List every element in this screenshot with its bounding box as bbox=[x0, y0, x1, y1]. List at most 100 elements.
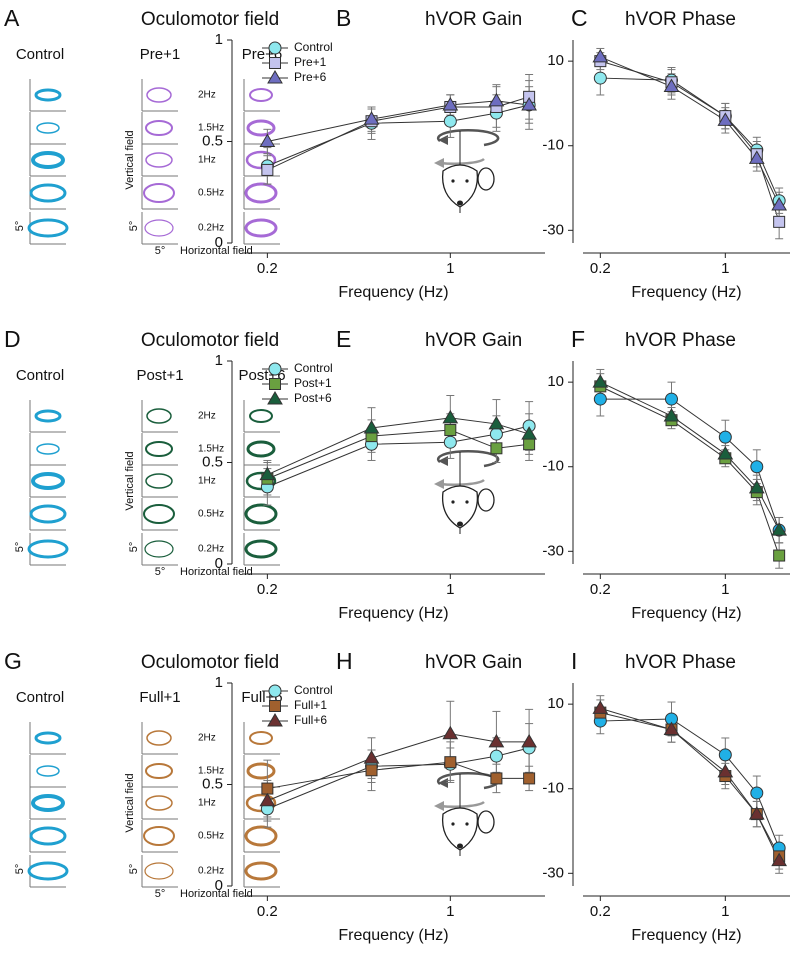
marker bbox=[593, 71, 607, 85]
scale-label: 5° bbox=[14, 864, 26, 875]
eye-trace bbox=[145, 152, 173, 168]
y-field-label: Vertical field bbox=[124, 773, 136, 832]
eye-trace bbox=[27, 218, 69, 238]
marker bbox=[259, 133, 276, 147]
y-tick-label: -30 bbox=[542, 542, 564, 559]
panel-title: Oculomotor field bbox=[141, 652, 279, 673]
panel-letter: F bbox=[571, 326, 585, 352]
x-axis-title: Frequency (Hz) bbox=[338, 927, 448, 944]
eye-trace bbox=[146, 408, 172, 424]
scale-label: 5° bbox=[155, 245, 166, 257]
frequency-label: 1.5Hz bbox=[198, 444, 224, 455]
control-label: Control bbox=[16, 46, 64, 63]
series-line bbox=[267, 747, 530, 810]
frequency-label: 0.2Hz bbox=[198, 866, 224, 877]
eye-trace bbox=[143, 504, 175, 524]
marker bbox=[363, 111, 380, 125]
y-tick-label: 10 bbox=[547, 52, 564, 69]
condition-label: Post+1 bbox=[136, 367, 183, 384]
eye-trace bbox=[244, 861, 278, 881]
eye-trace bbox=[29, 183, 67, 203]
control-label: Control bbox=[16, 367, 64, 384]
chart-title: hVOR Gain bbox=[425, 330, 522, 351]
frequency-label: 1.5Hz bbox=[198, 123, 224, 134]
x-tick-label: 0.2 bbox=[257, 260, 278, 277]
arrow-head bbox=[438, 135, 448, 145]
eye-trace bbox=[246, 440, 276, 458]
marker bbox=[365, 764, 378, 777]
marker bbox=[718, 430, 732, 444]
marker bbox=[521, 733, 537, 748]
control-label: Control bbox=[16, 689, 64, 706]
marker bbox=[717, 112, 734, 126]
panel-letter: D bbox=[4, 326, 21, 352]
x-tick-label: 1 bbox=[721, 581, 729, 598]
eye-trace bbox=[34, 88, 62, 102]
marker bbox=[771, 522, 788, 536]
marker bbox=[748, 806, 765, 820]
x-axis-title: Frequency (Hz) bbox=[631, 605, 741, 622]
x-axis-title: Frequency (Hz) bbox=[338, 284, 448, 301]
legend-label: Pre+6 bbox=[294, 70, 327, 84]
marker bbox=[664, 392, 678, 406]
marker bbox=[521, 426, 537, 440]
marker bbox=[488, 733, 505, 748]
scale-label: 5° bbox=[14, 221, 26, 232]
y-tick-label: 0 bbox=[215, 555, 223, 572]
eye-trace bbox=[143, 183, 175, 203]
marker bbox=[771, 852, 788, 867]
condition-label: Full+1 bbox=[139, 689, 180, 706]
eye bbox=[465, 500, 469, 504]
marker bbox=[521, 96, 537, 111]
y-tick-label: -10 bbox=[542, 137, 564, 154]
marker bbox=[489, 427, 503, 441]
x-field-label: Horizontal field bbox=[180, 888, 253, 900]
x-field-label: Horizontal field bbox=[180, 245, 253, 257]
eye-trace bbox=[36, 765, 60, 777]
legend-marker bbox=[268, 41, 282, 55]
marker bbox=[259, 792, 276, 807]
y-tick-label: -10 bbox=[542, 780, 564, 797]
marker bbox=[523, 772, 536, 785]
eye-trace bbox=[145, 441, 173, 457]
ear bbox=[477, 167, 495, 191]
nose bbox=[457, 843, 463, 849]
legend-marker bbox=[269, 378, 281, 390]
frequency-label: 0.5Hz bbox=[198, 831, 224, 842]
legend-label: Post+6 bbox=[294, 391, 332, 405]
legend-label: Post+1 bbox=[294, 376, 332, 390]
panel-letter: G bbox=[4, 648, 22, 674]
arrow-head bbox=[434, 479, 444, 489]
eye-trace bbox=[244, 182, 278, 204]
y-field-label: Vertical field bbox=[124, 130, 136, 189]
eye-trace bbox=[144, 540, 174, 558]
x-tick-label: 1 bbox=[446, 903, 454, 920]
marker bbox=[592, 700, 609, 714]
legend-marker bbox=[268, 684, 282, 698]
marker bbox=[261, 163, 274, 176]
legend-marker bbox=[267, 713, 283, 727]
series-line bbox=[600, 712, 780, 857]
eye-trace bbox=[31, 794, 65, 812]
eye-trace bbox=[249, 409, 273, 423]
marker bbox=[592, 374, 609, 388]
x-axis-title: Frequency (Hz) bbox=[338, 605, 448, 622]
marker bbox=[773, 215, 786, 228]
x-tick-label: 0.2 bbox=[257, 903, 278, 920]
marker bbox=[748, 150, 765, 164]
eye-trace bbox=[145, 473, 173, 489]
x-tick-label: 0.2 bbox=[257, 581, 278, 598]
y-tick-label: 0.5 bbox=[202, 132, 223, 149]
frequency-label: 0.2Hz bbox=[198, 223, 224, 234]
marker bbox=[523, 438, 536, 451]
frequency-label: 1Hz bbox=[198, 155, 216, 166]
series-line bbox=[600, 60, 780, 223]
frequency-label: 2Hz bbox=[198, 411, 216, 422]
panel-letter: E bbox=[336, 326, 351, 352]
y-tick-label: 1 bbox=[215, 31, 223, 48]
marker bbox=[718, 748, 732, 762]
condition-label: Pre+1 bbox=[140, 46, 180, 63]
marker bbox=[663, 721, 680, 736]
eye bbox=[451, 500, 455, 504]
